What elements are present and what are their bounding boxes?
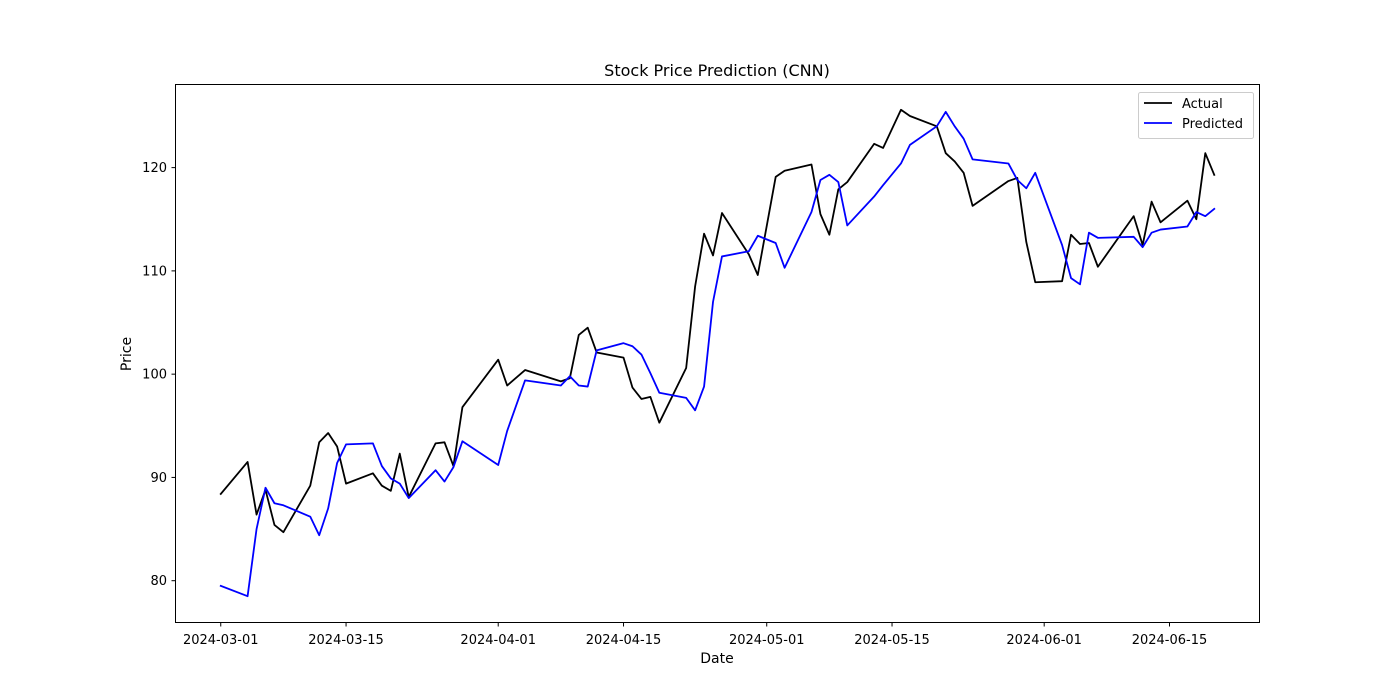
x-tick-label: 2024-06-01 — [1006, 633, 1082, 648]
legend-label-actual: Actual — [1182, 97, 1223, 112]
y-axis-label: Price — [119, 337, 135, 371]
x-tick-label: 2024-03-01 — [183, 633, 259, 648]
y-tick-label: 110 — [142, 264, 167, 279]
x-axis-label: Date — [700, 651, 733, 667]
y-tick-label: 80 — [150, 574, 167, 589]
y-axis: 80 90 100 110 120 — [142, 161, 176, 589]
legend-label-predicted: Predicted — [1182, 117, 1243, 132]
legend-box — [1138, 92, 1254, 139]
y-tick-label: 90 — [150, 471, 167, 486]
x-tick-label: 2024-06-15 — [1132, 633, 1208, 648]
x-tick-label: 2024-04-15 — [586, 633, 662, 648]
series-line-actual — [219, 108, 1216, 534]
y-tick-label: 100 — [142, 368, 167, 383]
x-axis: 2024-03-01 2024-03-15 2024-04-01 2024-04-15… — [183, 622, 1208, 648]
x-tick-label: 2024-05-01 — [729, 633, 805, 648]
plot-frame — [175, 84, 1260, 623]
legend: Actual Predicted — [1138, 92, 1254, 139]
x-tick-label: 2024-04-01 — [460, 633, 536, 648]
y-tick-label: 120 — [142, 161, 167, 176]
chart-title: Stock Price Prediction (CNN) — [604, 61, 830, 80]
series-line-predicted — [219, 110, 1216, 598]
series-layer — [219, 108, 1216, 598]
x-tick-label: 2024-05-15 — [854, 633, 930, 648]
x-tick-label: 2024-03-15 — [308, 633, 384, 648]
